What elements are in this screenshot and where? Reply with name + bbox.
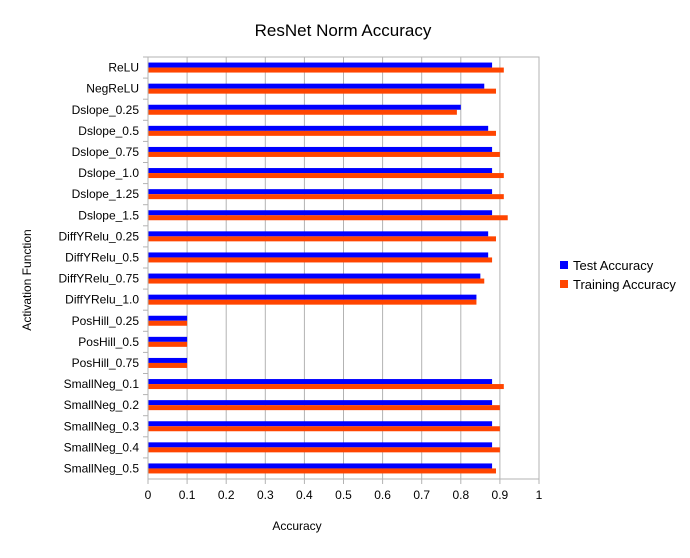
bar-test-11 [148,294,477,300]
y-tick-label-15: SmallNeg_0.1 [64,377,140,391]
bar-test-10 [148,273,481,279]
bar-training-6 [148,194,504,200]
y-tick-label-11: DiffYRelu_1.0 [65,293,139,307]
y-tick-label-12: PosHill_0.25 [72,314,140,328]
x-tick-label-3: 0.3 [257,488,274,502]
bar-test-3 [148,125,489,131]
x-tick-label-7: 0.7 [413,488,430,502]
bar-training-14 [148,362,188,368]
y-tick-label-8: DiffYRelu_0.25 [59,229,140,243]
bar-test-0 [148,62,493,68]
x-tick-label-8: 0.8 [452,488,469,502]
y-tick-label-2: Dslope_0.25 [72,103,140,117]
bar-test-14 [148,357,188,363]
bar-training-2 [148,109,457,115]
y-tick-label-18: SmallNeg_0.4 [64,440,140,454]
legend-swatch-1 [560,280,568,288]
bar-test-13 [148,336,188,342]
bar-training-19 [148,468,496,474]
y-tick-label-3: Dslope_0.5 [78,124,139,138]
axes: 0 0.1 0.2 0.3 0.4 0.5 0.6 0.7 0.8 0.9 1 ReLU NegReLU… [59,56,543,502]
bar-test-7 [148,210,493,216]
y-axis-title: Activation Function [20,229,34,330]
legend-label-0: Test Accuracy [573,258,654,273]
legend: Test Accuracy Training Accuracy [560,258,676,292]
bar-training-4 [148,151,500,157]
y-tick-label-17: SmallNeg_0.3 [64,419,140,433]
x-tick-label-4: 0.4 [296,488,313,502]
y-tick-label-5: Dslope_1.0 [78,166,139,180]
x-tick-label-0: 0 [145,488,152,502]
y-tick-label-10: DiffYRelu_0.75 [59,272,140,286]
bars [148,62,508,474]
bar-training-12 [148,320,188,326]
x-tick-label-2: 0.2 [218,488,235,502]
bar-training-15 [148,384,504,390]
bar-test-4 [148,146,493,152]
y-tick-label-1: NegReLU [86,82,139,96]
bar-training-8 [148,236,496,242]
bar-test-17 [148,421,493,427]
bar-training-11 [148,299,477,305]
x-axis-title: Accuracy [272,519,321,533]
bar-test-2 [148,104,461,110]
bar-training-1 [148,88,496,94]
x-tick-label-6: 0.6 [374,488,391,502]
bar-test-9 [148,252,489,258]
bar-training-17 [148,426,500,432]
y-tick-label-14: PosHill_0.75 [72,356,140,370]
bar-training-18 [148,447,500,453]
bar-training-5 [148,173,504,179]
bar-test-6 [148,189,493,195]
bar-training-9 [148,257,493,263]
legend-swatch-0 [560,261,568,269]
bar-training-0 [148,67,504,73]
bar-training-3 [148,130,496,136]
x-tick-label-9: 0.9 [492,488,509,502]
bar-test-18 [148,442,493,448]
bar-test-15 [148,379,493,385]
y-tick-label-7: Dslope_1.5 [78,208,139,222]
x-tick-label-10: 1 [536,488,543,502]
y-tick-label-13: PosHill_0.5 [78,335,139,349]
bar-training-13 [148,341,188,347]
bar-test-5 [148,168,493,174]
x-tick-label-1: 0.1 [179,488,196,502]
bar-training-16 [148,405,500,411]
gridlines [147,57,540,479]
bar-training-7 [148,215,508,221]
bar-test-1 [148,83,485,89]
y-tick-label-6: Dslope_1.25 [72,187,140,201]
bar-test-19 [148,463,493,469]
chart-title: ResNet Norm Accuracy [255,21,432,40]
bar-training-10 [148,278,485,284]
bar-test-12 [148,315,188,321]
legend-label-1: Training Accuracy [573,277,676,292]
bar-test-8 [148,231,489,237]
y-tick-label-16: SmallNeg_0.2 [64,398,140,412]
y-tick-label-19: SmallNeg_0.5 [64,461,140,475]
y-tick-label-4: Dslope_0.75 [72,145,140,159]
y-tick-label-0: ReLU [108,61,139,75]
y-tick-label-9: DiffYRelu_0.5 [65,250,139,264]
bar-test-16 [148,400,493,406]
x-tick-label-5: 0.5 [335,488,352,502]
